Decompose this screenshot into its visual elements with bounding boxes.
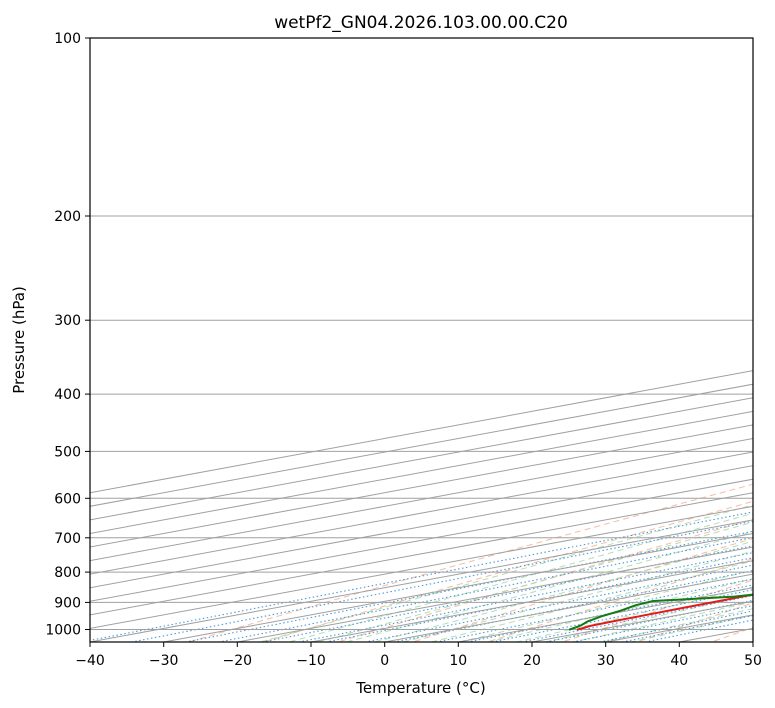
mixing-ratio-line [489,589,753,642]
mixing-ratio-line [433,578,753,642]
x-axis: −40 −30 −20 −10 0 10 20 30 40 50 [75,642,762,669]
x-tick-label: −40 [75,653,105,669]
isotherm-line [90,437,753,562]
isotherm-line [90,451,753,575]
y-tick-label: 800 [54,565,81,581]
plot-frame [89,37,754,643]
x-tick-label: 40 [670,653,688,669]
x-axis-title: Temperature (°C) [355,679,485,697]
y-tick-label: 700 [54,531,81,547]
y-axis: 1000 900 800 700 600 500 400 300 200 100 [45,31,90,639]
isotherm-line [163,532,753,642]
x-tick-label: −20 [223,653,253,669]
mixing-ratio-line [129,520,753,642]
y-tick-label: 900 [54,595,81,611]
moist-adiabat-line [514,586,753,642]
y-tick-label: 200 [54,209,81,225]
moist-adiabat-line [401,550,753,642]
moist-adiabat-line [287,512,753,642]
pressure-gridlines [90,38,753,630]
mixing-ratio-line [90,511,753,641]
x-tick-label: 50 [744,653,762,669]
y-tick-label: 400 [54,387,81,403]
x-tick-label: 20 [523,653,541,669]
y-tick-label: 300 [54,313,81,329]
moist-adiabat-line [315,521,753,642]
y-tick-label: 100 [54,31,81,47]
isotherm-line [90,424,753,548]
y-axis-title: Pressure (hPa) [10,286,28,394]
x-tick-label: 30 [597,653,615,669]
y-tick-label: 1000 [45,623,81,639]
x-tick-label: 10 [449,653,467,669]
y-tick-label: 500 [54,444,81,460]
isotherm-line [90,505,753,629]
x-tick-label: −30 [149,653,179,669]
moist-adiabat-line [344,531,753,642]
chart-title: wetPf2_GN04.2026.103.00.00.C20 [274,13,568,33]
y-tick-label: 600 [54,491,81,507]
moist-adiabat-line [571,601,753,642]
isotherm-line [90,492,753,616]
isotherm-line [90,519,753,642]
mixing-ratio-line [519,595,753,642]
x-tick-label: 0 [380,653,389,669]
isotherm-line [90,465,753,589]
moist-adiabat-line [485,578,753,642]
isotherms [90,370,753,642]
isotherm-line [90,478,753,602]
x-tick-label: −10 [296,653,326,669]
